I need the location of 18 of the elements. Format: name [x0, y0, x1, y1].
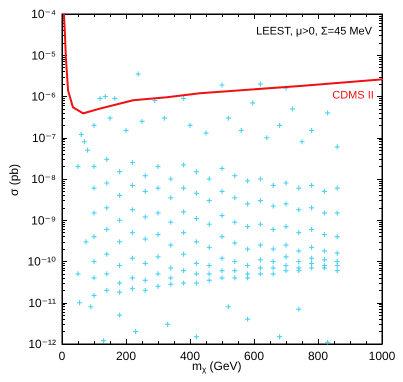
y-tick-label: 10⁻¹¹ — [28, 296, 56, 310]
series-label: CDMS II — [332, 90, 374, 102]
x-tick-label: 0 — [58, 349, 66, 363]
annotation: LEEST, μ>0, Σ=45 MeV — [256, 26, 373, 38]
x-tick-label: 800 — [308, 349, 328, 363]
y-tick-label: 10⁻⁹ — [31, 213, 56, 228]
y-tick-label: 10⁻⁶ — [31, 90, 56, 104]
y-tick-label: 10⁻¹⁰ — [28, 254, 56, 268]
y-tick-label: 10⁻⁴ — [31, 7, 56, 21]
y-tick-label: 10⁻⁷ — [32, 130, 56, 145]
x-tick-label: 1000 — [368, 349, 396, 363]
x-tick-label: 400 — [180, 349, 200, 363]
y-axis-title: σ (pb) — [7, 164, 21, 196]
x-tick-label: 600 — [244, 349, 264, 363]
y-tick-label: 10⁻¹² — [28, 337, 56, 351]
x-tick-label: 200 — [116, 349, 136, 363]
y-tick-label: 10⁻⁸ — [31, 172, 56, 186]
y-tick-label: 10⁻⁵ — [31, 48, 56, 62]
